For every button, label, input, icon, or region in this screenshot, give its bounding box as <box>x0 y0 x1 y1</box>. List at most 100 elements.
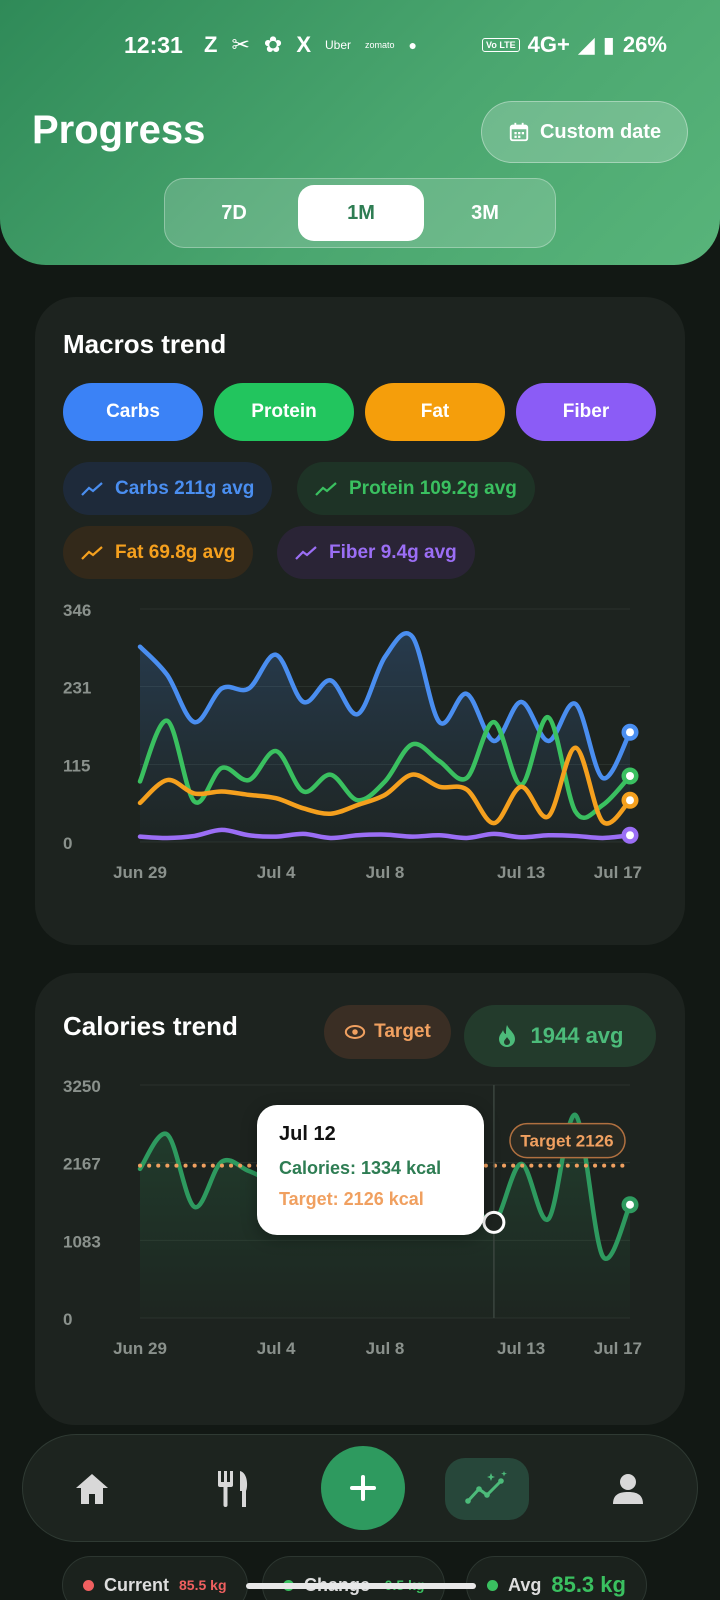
y-tick-label: 0 <box>63 1310 72 1329</box>
target-label-pill <box>509 1122 626 1159</box>
fat-avg-chip: Fat 69.8g avg <box>63 526 254 579</box>
calories-avg: 1944 avg <box>530 1023 624 1048</box>
fork-knife-icon <box>218 1471 248 1507</box>
trend-icon <box>315 481 337 496</box>
eye-icon <box>344 1025 366 1039</box>
plus-icon <box>350 1475 376 1501</box>
zomato-icon: zomato <box>365 40 395 50</box>
trend-icon <box>81 481 103 496</box>
filter-fiber[interactable]: Fiber <box>516 383 656 441</box>
x-tick-label: Jul 13 <box>497 863 545 882</box>
zepto-icon: Z <box>204 32 218 57</box>
y-tick-label: 3250 <box>63 1077 101 1096</box>
battery-icon: ▮ <box>602 32 615 57</box>
filter-fat[interactable]: Fat <box>365 383 505 441</box>
x-tick-label: Jun 29 <box>113 1339 167 1358</box>
network-type: 4G+ <box>527 32 570 57</box>
tooltip-calories: Calories: 1334 kcal <box>279 1158 442 1178</box>
bottom-nav <box>22 1434 698 1542</box>
stat-label: Avg <box>508 1574 542 1595</box>
macros-title: Macros trend <box>63 329 227 359</box>
battery-percent: 26% <box>622 32 667 57</box>
protein-avg-chip: Protein 109.2g avg <box>297 462 535 515</box>
custom-date-label: Custom date <box>539 120 662 143</box>
fiber-avg-chip: Fiber 9.4g avg <box>277 526 475 579</box>
tooltip-date: Jul 12 <box>279 1123 336 1145</box>
stat-label: Current <box>104 1574 170 1595</box>
series-area <box>140 633 630 842</box>
uber-icon: Uber <box>325 38 352 52</box>
series-end-point-inner <box>626 772 634 781</box>
target-toggle-label: Target <box>374 1021 431 1042</box>
series-end-point-inner <box>626 1200 634 1209</box>
series-end-point-inner <box>626 831 634 840</box>
status-time: 12:31 <box>124 32 183 58</box>
status-bar: 12:31 Z ✂ ✿ X Uber zomato ● Vo LTE 4G+ ◢… <box>0 26 720 66</box>
add-button[interactable] <box>321 1446 405 1530</box>
stat-avg: Avg 85.3 kg <box>466 1556 647 1600</box>
macros-chart: 0 115 231 346 Jun 29 Jul 4 Jul 8 Jul 13 Jul 17 <box>63 601 642 882</box>
nav-profile[interactable] <box>603 1464 653 1514</box>
x-tick-label: Jun 29 <box>113 863 167 882</box>
profile-icon <box>613 1474 643 1504</box>
target-toggle[interactable]: Target <box>324 1005 451 1059</box>
series-line-fiber <box>137 827 633 841</box>
stat-dot <box>487 1579 498 1591</box>
nav-progress[interactable] <box>445 1458 529 1520</box>
scissors-icon: ✂ <box>231 32 250 57</box>
trend-icon <box>81 545 103 560</box>
calendar-icon <box>509 122 529 142</box>
x-tick-label: Jul 4 <box>257 863 296 882</box>
y-tick-label: 115 <box>63 757 90 776</box>
more-dot-icon: ● <box>408 37 418 53</box>
fiber-avg: Fiber 9.4g avg <box>329 541 457 563</box>
stat-value: 85.5 kg <box>179 1577 227 1593</box>
chart-tooltip: Jul 12 Calories: 1334 kcal Target: 2126 … <box>257 1105 484 1235</box>
series-line-fat <box>137 745 633 826</box>
y-tick-label: 0 <box>63 834 72 853</box>
volte-icon: Vo LTE <box>482 38 520 52</box>
page-title: Progress <box>32 108 206 152</box>
flame-icon <box>498 1025 515 1047</box>
fat-avg: Fat 69.8g avg <box>115 541 236 563</box>
x-tick-label: Jul 13 <box>497 1339 545 1358</box>
system-icons: Vo LTE 4G+ ◢ ▮ 26% <box>482 32 667 58</box>
range-7d[interactable]: 7D <box>221 201 247 224</box>
notification-icons: Z ✂ ✿ X Uber zomato ● <box>204 32 417 58</box>
filter-protein[interactable]: Protein <box>214 383 354 441</box>
trend-icon <box>295 545 317 560</box>
range-3m[interactable]: 3M <box>471 201 499 224</box>
y-tick-label: 231 <box>63 678 91 697</box>
filter-carbs[interactable]: Carbs <box>63 383 203 441</box>
stat-value: 85.3 kg <box>551 1572 626 1597</box>
calories-title: Calories trend <box>63 1011 238 1041</box>
home-indicator <box>246 1583 476 1589</box>
x-tick-label: Jul 4 <box>257 1339 296 1358</box>
carbs-avg-chip: Carbs 211g avg <box>63 462 273 515</box>
y-tick-label: 2167 <box>63 1155 101 1174</box>
x-tick-label: Jul 17 <box>594 863 642 882</box>
x-tick-label: Jul 8 <box>366 863 405 882</box>
macros-card: Macros trend Carbs Protein Fat Fiber Car… <box>35 297 685 945</box>
x-tick-label: Jul 8 <box>366 1339 405 1358</box>
carbs-avg: Carbs 211g avg <box>115 477 255 499</box>
series-end-point-inner <box>626 796 634 805</box>
range-1m[interactable]: 1M <box>298 185 424 241</box>
trend-sparkle-icon <box>465 1471 507 1504</box>
home-icon <box>76 1474 108 1504</box>
series-line-carbs <box>137 631 633 781</box>
stat-change: Change -0.5 kg <box>262 1556 446 1600</box>
y-tick-label: 1083 <box>63 1232 101 1251</box>
range-selector: 7D 1M 3M <box>164 178 556 248</box>
nav-meals[interactable] <box>208 1464 258 1514</box>
protein-avg: Protein 109.2g avg <box>349 477 517 499</box>
stat-current: Current 85.5 kg <box>62 1556 248 1600</box>
x-tick-label: Jul 17 <box>594 1339 642 1358</box>
custom-date-button[interactable]: Custom date <box>481 101 688 163</box>
target-label: Target 2126 <box>520 1132 613 1151</box>
nav-home[interactable] <box>67 1464 117 1514</box>
highlight-point <box>482 1210 506 1234</box>
series-line-protein <box>137 715 633 820</box>
calories-avg-chip: 1944 avg <box>464 1005 656 1067</box>
stat-dot <box>83 1579 94 1591</box>
